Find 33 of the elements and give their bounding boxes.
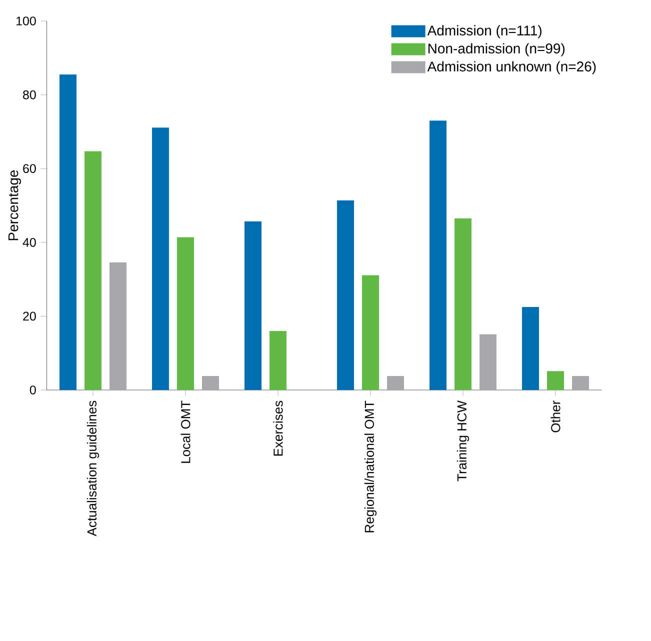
y-tick-label: 80: [23, 90, 36, 100]
legend-label: Non-admission (n=99): [428, 43, 565, 56]
bar: [152, 128, 169, 390]
bar: [362, 275, 380, 390]
bar: [110, 262, 126, 390]
y-axis-title: Percentage: [8, 170, 21, 240]
y-tick-label: 20: [23, 312, 36, 321]
bar: [454, 218, 472, 390]
bar: [60, 74, 76, 390]
bar: [84, 151, 102, 390]
bar: [270, 330, 286, 390]
x-tick-label: Actualisation guidelines: [86, 400, 100, 536]
x-tick-label: Regional/national OMT: [364, 400, 377, 532]
bar: [547, 371, 564, 390]
bar: [177, 237, 194, 390]
x-tick-label: Other: [550, 400, 560, 432]
y-tick-label: 100: [16, 16, 36, 26]
legend-label: Admission unknown (n=26): [427, 61, 596, 74]
y-tick-label: 60: [23, 164, 36, 174]
bar: [430, 120, 447, 390]
legend-label: Admission (n=111): [427, 25, 542, 38]
bar: [522, 306, 540, 390]
bar: [337, 200, 354, 390]
bar: [480, 334, 497, 390]
y-tick-label: 0: [30, 386, 36, 394]
bar: [387, 376, 404, 390]
y-tick-label: 40: [22, 238, 36, 247]
bar: [244, 221, 262, 390]
x-tick-label: Local OMT: [180, 400, 190, 463]
bar: [202, 376, 219, 390]
bar: [572, 376, 590, 390]
x-tick-label: Training HCW: [456, 400, 470, 482]
x-tick-label: Exercises: [273, 400, 283, 456]
